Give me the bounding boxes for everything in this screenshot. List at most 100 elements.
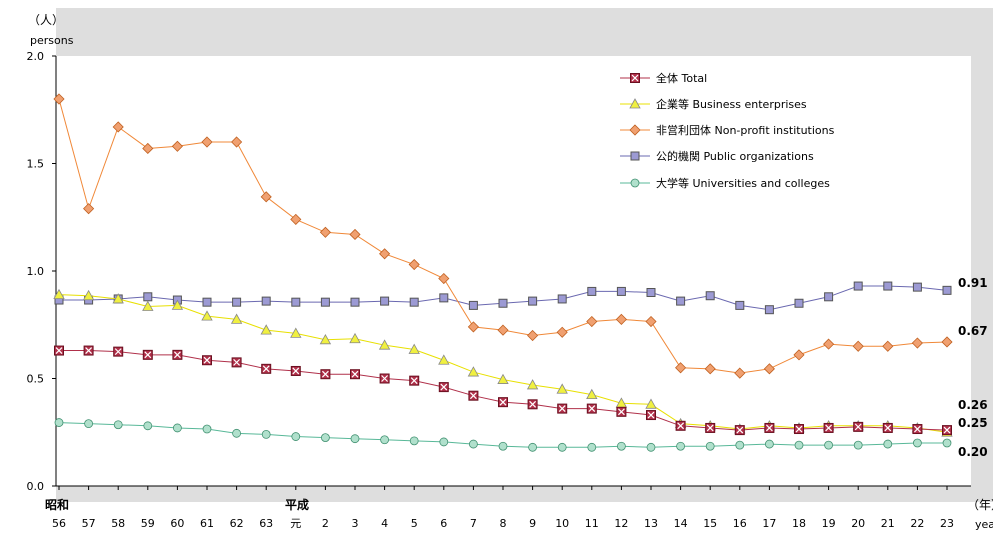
marker-cross xyxy=(114,348,122,356)
data-point xyxy=(380,296,390,306)
data-point xyxy=(438,382,449,393)
legend-label: 公的機関 Public organizations xyxy=(656,149,814,163)
legend-label: 全体 Total xyxy=(656,71,707,85)
data-point xyxy=(379,248,391,260)
data-point xyxy=(349,228,361,241)
marker-cross xyxy=(262,365,270,373)
y-tick-label: 1.5 xyxy=(27,158,45,171)
data-point xyxy=(734,367,746,379)
data-point xyxy=(794,440,804,450)
marker-cross xyxy=(706,424,714,432)
end-value-label: 0.20 xyxy=(958,445,988,459)
data-point xyxy=(498,397,508,408)
data-point xyxy=(202,424,212,434)
data-point xyxy=(468,390,479,401)
marker-cross xyxy=(943,426,951,434)
data-point xyxy=(438,354,450,365)
data-point xyxy=(763,363,775,375)
data-point xyxy=(793,349,805,361)
x-tick-label: 17 xyxy=(762,517,776,530)
data-point xyxy=(142,349,153,360)
marker-cross xyxy=(173,351,181,359)
x-tick-label: 61 xyxy=(200,517,214,530)
x-tick-label: 62 xyxy=(230,517,244,530)
data-point xyxy=(675,420,686,431)
data-point xyxy=(143,292,153,302)
data-point xyxy=(528,296,538,306)
marker-cross xyxy=(144,351,152,359)
data-point xyxy=(527,329,539,342)
end-value-label: 0.25 xyxy=(958,416,988,430)
x-tick-label: 元 xyxy=(290,517,301,530)
data-point xyxy=(526,379,539,390)
data-point xyxy=(409,297,419,307)
data-point xyxy=(852,340,864,352)
y-axis-label-en: persons xyxy=(30,34,74,47)
data-point xyxy=(735,440,745,450)
era-label-showa: 昭和 xyxy=(45,497,69,512)
x-tick-label: 60 xyxy=(170,517,184,530)
data-point xyxy=(705,441,715,451)
data-point xyxy=(587,286,597,296)
legend-label: 企業等 Business enterprises xyxy=(656,97,807,111)
data-point xyxy=(468,439,478,449)
data-point xyxy=(646,288,656,297)
data-point xyxy=(497,324,509,336)
data-point xyxy=(261,363,272,374)
y-axis-label-ja: （人） xyxy=(28,13,64,27)
plot-inner xyxy=(56,56,971,486)
x-tick-label: 23 xyxy=(940,517,954,530)
data-point xyxy=(380,435,390,445)
data-point xyxy=(171,140,183,152)
x-tick-label: 6 xyxy=(440,517,447,530)
marker-cross xyxy=(631,74,639,82)
x-tick-label: 11 xyxy=(585,517,599,530)
data-point xyxy=(675,362,687,374)
data-point xyxy=(587,442,597,452)
legend-marker xyxy=(629,124,641,136)
data-point xyxy=(113,346,124,357)
data-point xyxy=(320,433,330,443)
data-point xyxy=(645,315,657,328)
data-point xyxy=(735,300,745,310)
data-point xyxy=(142,300,154,311)
marker-cross xyxy=(351,370,359,378)
data-point xyxy=(883,281,893,291)
data-point xyxy=(646,442,656,452)
marker-cross xyxy=(913,425,921,433)
data-point xyxy=(409,436,419,446)
marker-cross xyxy=(203,356,211,364)
x-tick-label: 22 xyxy=(910,517,924,530)
x-tick-label: 18 xyxy=(792,517,806,530)
data-point xyxy=(260,191,272,203)
y-tick-label: 0.0 xyxy=(27,480,45,493)
data-point xyxy=(734,425,745,436)
data-point xyxy=(143,421,153,431)
marker-cross xyxy=(292,367,300,375)
data-point xyxy=(439,437,449,447)
x-tick-label: 9 xyxy=(529,517,536,530)
data-point xyxy=(764,422,775,433)
x-tick-label: 59 xyxy=(141,517,155,530)
marker-cross xyxy=(647,411,655,419)
data-point xyxy=(379,373,390,384)
data-point xyxy=(705,422,716,433)
x-tick-label: 58 xyxy=(111,517,125,530)
legend-item-3: 公的機関 Public organizations xyxy=(620,149,814,163)
data-point xyxy=(676,441,685,451)
data-point xyxy=(557,294,567,304)
data-point xyxy=(378,339,391,350)
data-point xyxy=(112,293,124,304)
data-point xyxy=(54,345,64,356)
x-tick-label: 56 xyxy=(52,517,66,530)
data-point xyxy=(883,439,893,449)
end-value-label: 0.67 xyxy=(958,324,988,338)
data-point xyxy=(911,337,923,349)
data-point xyxy=(765,439,774,449)
data-point xyxy=(53,93,65,105)
data-point xyxy=(231,136,243,148)
x-tick-label: 21 xyxy=(881,517,895,530)
data-point xyxy=(557,403,568,414)
data-point xyxy=(586,403,597,414)
